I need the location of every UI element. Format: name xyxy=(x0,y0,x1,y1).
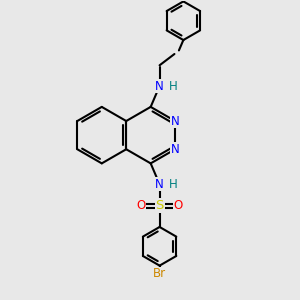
Text: N: N xyxy=(171,115,179,128)
Text: N: N xyxy=(171,143,179,156)
Text: H: H xyxy=(169,178,177,191)
Text: Br: Br xyxy=(153,267,166,280)
Text: N: N xyxy=(155,178,164,191)
Text: S: S xyxy=(155,199,164,212)
Text: O: O xyxy=(136,199,146,212)
Text: O: O xyxy=(173,199,183,212)
Text: H: H xyxy=(169,80,177,93)
Text: N: N xyxy=(155,80,164,93)
